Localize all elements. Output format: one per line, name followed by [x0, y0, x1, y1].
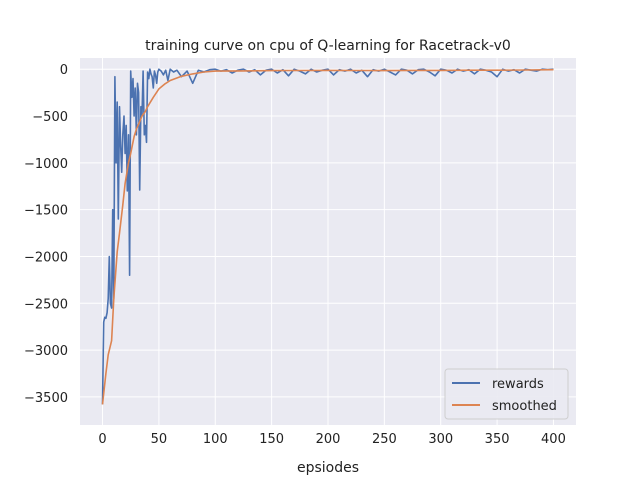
y-tick-label: 0: [60, 63, 68, 78]
y-tick-label: −1000: [24, 157, 68, 172]
legend-label-smoothed: smoothed: [492, 399, 557, 414]
chart-title: training curve on cpu of Q-learning for …: [145, 38, 511, 54]
legend-label-rewards: rewards: [492, 377, 544, 392]
x-tick-label: 350: [485, 432, 510, 447]
legend: rewards smoothed: [444, 368, 569, 420]
y-tick-label: −500: [32, 110, 68, 125]
x-tick-label: 250: [372, 432, 397, 447]
x-tick-label: 0: [98, 432, 106, 447]
y-tick-label: −1500: [24, 204, 68, 219]
x-tick-label: 150: [259, 432, 284, 447]
series-line-smoothed: [101, 68, 554, 405]
x-tick-label: 200: [316, 432, 341, 447]
x-tick-label: 50: [151, 432, 168, 447]
y-tick-label: −3500: [24, 391, 68, 406]
x-tick-label: 400: [541, 432, 566, 447]
x-axis-label: epsiodes: [297, 460, 359, 476]
x-tick-label: 100: [203, 432, 228, 447]
x-tick-label: 300: [428, 432, 453, 447]
y-tick-label: −2000: [24, 250, 68, 265]
y-tick-label: −2500: [24, 297, 68, 312]
y-tick-label: −3000: [24, 344, 68, 359]
